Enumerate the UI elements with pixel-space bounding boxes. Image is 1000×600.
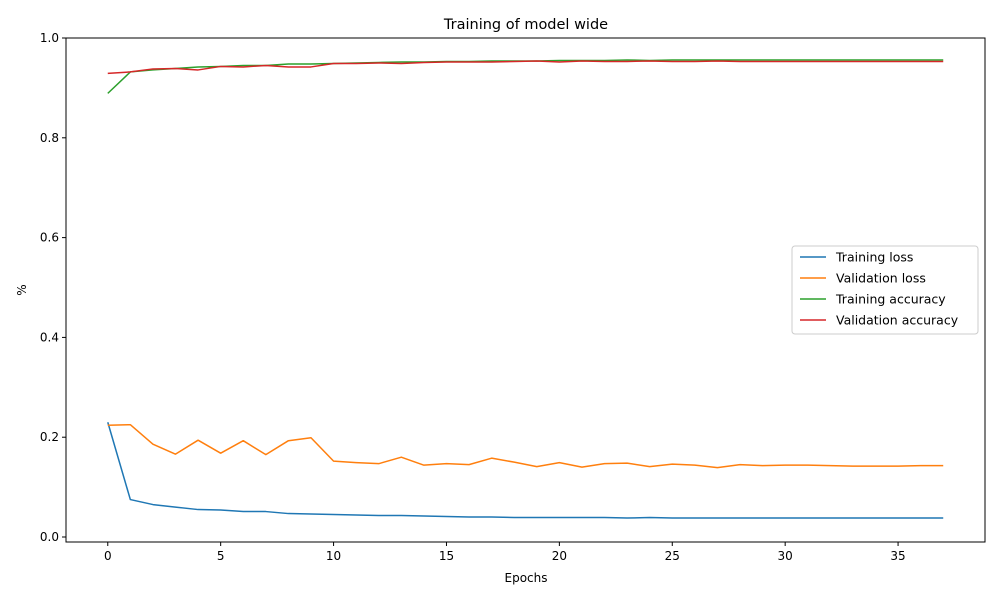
x-tick-label: 25 [665, 549, 680, 563]
y-tick-label: 0.0 [40, 530, 59, 544]
y-tick-label: 0.8 [40, 131, 59, 145]
x-tick-label: 35 [890, 549, 905, 563]
x-axis: 0 5 10 15 20 25 30 35 [104, 542, 906, 563]
legend-label: Training loss [835, 250, 913, 265]
series-line-validation-loss [107, 423, 944, 469]
plot-frame [65, 37, 986, 543]
legend-box [791, 245, 979, 335]
y-tick-label: 0.2 [40, 430, 59, 444]
x-tick-label: 10 [326, 549, 341, 563]
series-layer [107, 59, 944, 519]
series-line-training-loss [107, 422, 944, 519]
y-tick-label: 0.6 [40, 231, 59, 245]
y-tick-label: 0.4 [40, 330, 59, 344]
series-line-validation-accuracy [107, 60, 944, 75]
legend-label: Validation accuracy [836, 313, 959, 328]
chart-title: Training of model wide [443, 17, 608, 33]
x-tick-label: 30 [778, 549, 793, 563]
y-axis-title: % [15, 284, 29, 295]
x-tick-label: 15 [439, 549, 454, 563]
legend-label: Validation loss [836, 271, 926, 286]
x-tick-label: 0 [104, 549, 112, 563]
x-tick-label: 20 [552, 549, 567, 563]
x-axis-title: Epochs [505, 571, 548, 585]
legend-label: Training accuracy [835, 292, 946, 307]
x-tick-label: 5 [217, 549, 225, 563]
legend: Training loss Validation loss Training acc… [791, 245, 979, 335]
y-axis: 0.0 0.2 0.4 0.6 0.8 1.0 [40, 31, 66, 544]
y-tick-label: 1.0 [40, 31, 59, 45]
